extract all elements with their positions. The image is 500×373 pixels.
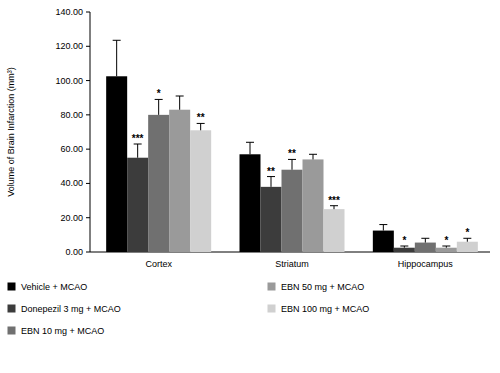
y-axis-label: Volume of Brain Infarction (mm³) bbox=[6, 67, 16, 197]
y-tick bbox=[86, 12, 90, 13]
error-bar bbox=[176, 96, 184, 110]
chart: 0.00 20.00 40.00 60.00 80.00 100.00 120.00 140.… bbox=[0, 0, 500, 373]
significance: *** bbox=[132, 133, 144, 144]
bar bbox=[373, 231, 394, 252]
x-tick-label: Striatum bbox=[275, 259, 309, 269]
error-bar bbox=[330, 206, 338, 209]
y-tick bbox=[86, 149, 90, 150]
significance: ** bbox=[197, 112, 205, 123]
error-bar bbox=[155, 99, 163, 114]
bar bbox=[240, 154, 261, 252]
y-tick-label: 80.00 bbox=[60, 110, 83, 120]
legend-swatch bbox=[268, 283, 275, 290]
error-bar bbox=[113, 40, 121, 76]
y-tick-label: 60.00 bbox=[60, 144, 83, 154]
y-tick-label: 100.00 bbox=[55, 76, 83, 86]
y-tick bbox=[86, 80, 90, 81]
significance: * bbox=[402, 235, 406, 246]
legend-label: Donepezil 3 mg + MCAO bbox=[21, 304, 121, 314]
legend-swatch bbox=[268, 305, 275, 312]
bar bbox=[303, 159, 324, 252]
x-tick-label: Cortex bbox=[145, 259, 172, 269]
legend-swatch bbox=[8, 327, 15, 334]
y-tick-label: 140.00 bbox=[55, 7, 83, 17]
y-axis bbox=[90, 12, 91, 252]
significance: ** bbox=[288, 148, 296, 159]
error-bar bbox=[442, 246, 450, 248]
error-bar bbox=[379, 225, 387, 231]
error-bar bbox=[134, 144, 142, 158]
error-bar bbox=[463, 238, 471, 241]
legend: Vehicle + MCAO Donepezil 3 mg + MCAO EBN 1… bbox=[8, 282, 369, 336]
bar bbox=[106, 76, 127, 252]
significance: ** bbox=[267, 166, 275, 177]
significance: * bbox=[465, 227, 469, 238]
bar bbox=[190, 130, 211, 252]
bar bbox=[282, 170, 303, 252]
legend-label: EBN 50 mg + MCAO bbox=[281, 282, 364, 292]
legend-label: Vehicle + MCAO bbox=[21, 282, 87, 292]
legend-label: EBN 10 mg + MCAO bbox=[21, 326, 104, 336]
error-bar bbox=[421, 238, 429, 242]
bar bbox=[148, 115, 169, 252]
bar bbox=[394, 248, 415, 252]
legend-label: EBN 100 mg + MCAO bbox=[281, 304, 369, 314]
error-bar bbox=[288, 159, 296, 169]
y-tick bbox=[86, 114, 90, 115]
significance: *** bbox=[328, 195, 340, 206]
y-tick bbox=[86, 252, 90, 253]
significance: * bbox=[444, 235, 448, 246]
legend-swatch bbox=[8, 305, 15, 312]
y-tick-label: 0.00 bbox=[65, 247, 83, 257]
bar bbox=[127, 158, 148, 252]
bar bbox=[261, 187, 282, 252]
bar bbox=[169, 110, 190, 252]
plot-area bbox=[106, 40, 478, 252]
y-tick bbox=[86, 217, 90, 218]
error-bar bbox=[246, 142, 254, 154]
x-tick-label: Hippocampus bbox=[398, 259, 454, 269]
y-tick bbox=[86, 183, 90, 184]
bar bbox=[415, 243, 436, 252]
bar bbox=[324, 209, 345, 252]
significance: * bbox=[157, 88, 161, 99]
error-bar bbox=[309, 154, 317, 159]
y-tick-label: 40.00 bbox=[60, 178, 83, 188]
y-tick-label: 20.00 bbox=[60, 213, 83, 223]
y-tick-label: 120.00 bbox=[55, 41, 83, 51]
annotations: **************** bbox=[132, 88, 470, 246]
error-bar bbox=[267, 177, 275, 187]
bar bbox=[457, 242, 478, 252]
error-bar bbox=[197, 123, 205, 130]
legend-swatch bbox=[8, 283, 15, 290]
bar bbox=[436, 248, 457, 252]
y-tick bbox=[86, 46, 90, 47]
error-bar bbox=[400, 246, 408, 248]
